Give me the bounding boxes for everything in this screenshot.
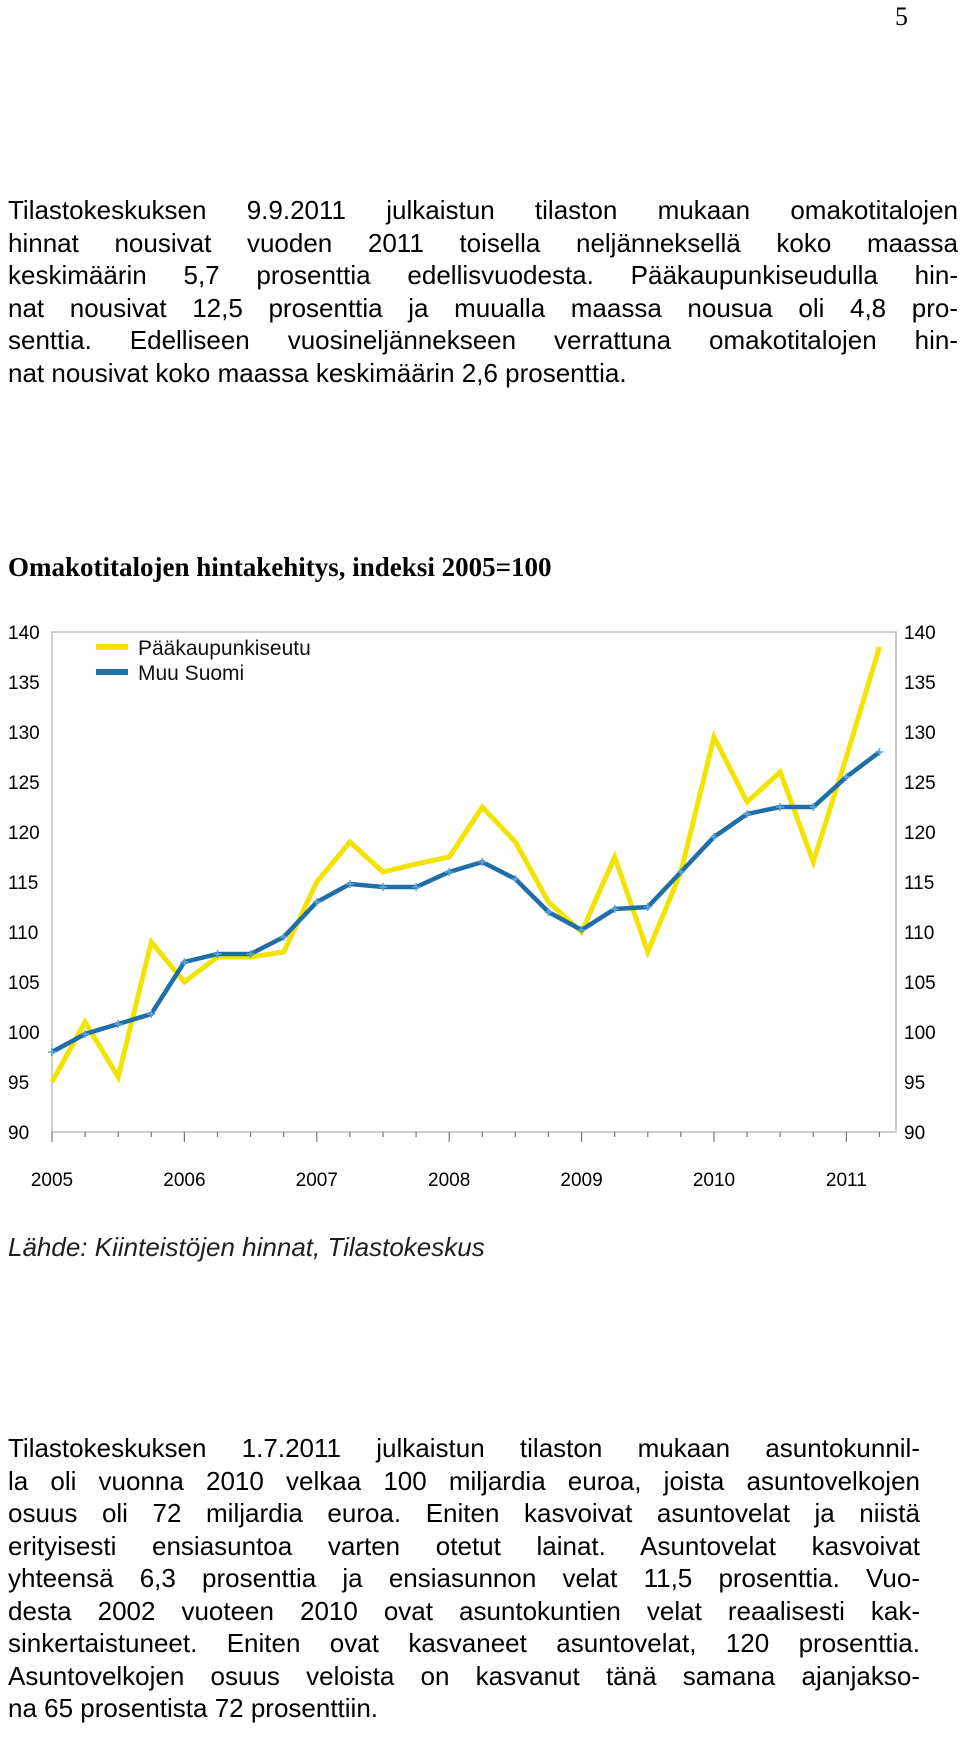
paragraph-line: senttia. Edelliseen vuosineljännekseen v…: [8, 325, 958, 355]
data-point-muu-suomi: [180, 958, 189, 966]
paragraph-line: desta 2002 vuoteen 2010 ovat asuntokunti…: [8, 1595, 920, 1626]
paragraph-line: na 65 prosentista 72 prosenttiin.: [8, 1693, 379, 1723]
y-tick-label-left: 95: [8, 1073, 29, 1094]
y-tick-label-left: 110: [8, 923, 38, 944]
y-tick-label-left: 115: [8, 873, 38, 894]
paragraph-line: la oli vuonna 2010 velkaa 100 miljardia …: [8, 1465, 920, 1496]
series-line-paakaupunkiseutu: [49, 646, 882, 1084]
y-tick-label-right: 100: [904, 1023, 936, 1044]
y-tick-label-right: 90: [904, 1123, 925, 1144]
x-tick-label-2008: 2008: [428, 1170, 470, 1190]
paragraph-line: sinkertaistuneet. Eniten ovat kasvaneet …: [8, 1628, 920, 1658]
y-tick-label-right: 105: [904, 973, 936, 994]
legend-label-paakaupunkiseutu: Pääkaupunkiseutu: [138, 637, 311, 660]
paragraph-line: nat nousivat 12,5 prosenttia ja muualla …: [8, 292, 958, 323]
paragraph-line: keskimäärin 5,7 prosenttia edellisvuodes…: [8, 260, 958, 290]
y-tick-label-right: 110: [904, 923, 934, 944]
data-point-muu-suomi: [577, 926, 586, 934]
plot-area: [51, 631, 897, 1133]
y-tick-label-left: 135: [8, 673, 40, 694]
chart-legend: Pääkaupunkiseutu Muu Suomi: [96, 637, 311, 685]
paragraph-line: Asuntovelkojen osuus veloista on kasvanu…: [8, 1660, 920, 1691]
data-point-muu-suomi: [48, 1048, 56, 1056]
data-point-muu-suomi: [610, 905, 619, 913]
y-tick-label-left: 130: [8, 723, 40, 744]
y-tick-label-right: 95: [904, 1073, 925, 1094]
data-point-muu-suomi: [445, 868, 454, 876]
data-point-muu-suomi: [279, 933, 288, 941]
data-point-muu-suomi: [378, 883, 387, 891]
y-tick-label-right: 120: [904, 823, 936, 844]
data-point-muu-suomi: [743, 810, 752, 818]
data-point-muu-suomi: [643, 903, 652, 911]
series-layer: [48, 646, 884, 1084]
data-point-muu-suomi: [478, 858, 487, 866]
source-note: Lähde: Kiinteistöjen hinnat, Tilastokesk…: [8, 1232, 485, 1262]
x-tick-label-2007: 2007: [296, 1170, 338, 1190]
y-tick-label-left: 120: [8, 823, 40, 844]
y-tick-label-right: 115: [904, 873, 934, 894]
data-point-muu-suomi: [842, 773, 851, 781]
y-tick-label-left: 100: [8, 1023, 40, 1044]
y-tick-label-right: 140: [904, 623, 936, 644]
data-point-muu-suomi: [412, 883, 421, 891]
paragraph-line: hinnat nousivat vuoden 2011 toisella nel…: [8, 227, 958, 258]
y-axis-right: 90 95 100 105 110 115 120 125 130 135 140: [904, 623, 936, 1144]
data-point-muu-suomi: [676, 868, 685, 876]
page-number: 5: [895, 2, 908, 31]
y-tick-label-right: 125: [904, 773, 936, 794]
data-point-muu-suomi: [114, 1020, 123, 1028]
paragraph-line: nat nousivat koko maassa keskimäärin 2,6…: [8, 357, 627, 388]
y-tick-label-left: 105: [8, 973, 40, 994]
y-tick-label-right: 130: [904, 723, 936, 744]
debt-paragraph: Tilastokeskuksen 1.7.2011 julkaistun til…: [8, 1432, 920, 1725]
chart-title: Omakotitalojen hintakehitys, indeksi 200…: [8, 552, 552, 582]
paragraph-line: osuus oli 72 miljardia euroa. Eniten kas…: [8, 1498, 920, 1528]
y-tick-label-right: 135: [904, 673, 936, 694]
paragraph-line: Tilastokeskuksen 9.9.2011 julkaistun til…: [8, 195, 958, 225]
data-point-muu-suomi: [147, 1010, 156, 1018]
data-point-muu-suomi: [709, 833, 718, 841]
series-line-muu-suomi: [50, 750, 881, 1054]
data-point-muu-suomi: [312, 898, 321, 906]
data-point-muu-suomi: [776, 803, 785, 811]
data-point-muu-suomi: [345, 880, 354, 888]
y-tick-label-left: 125: [8, 773, 40, 794]
x-tick-label-2009: 2009: [560, 1170, 602, 1190]
data-point-muu-suomi: [81, 1030, 90, 1038]
x-tick-label-2011: 2011: [826, 1170, 867, 1190]
paragraph-line: erityisesti ensiasuntoa varten otetut la…: [8, 1530, 920, 1561]
y-tick-label-left: 90: [8, 1123, 29, 1144]
x-tick-label-2010: 2010: [693, 1170, 735, 1190]
data-point-muu-suomi: [875, 748, 884, 756]
data-point-muu-suomi: [511, 875, 520, 883]
y-axis-left: 90 95 100 105 110 115 120 125 130 135 140: [8, 623, 40, 1144]
x-tick-label-2005: 2005: [31, 1170, 73, 1190]
intro-paragraph: Tilastokeskuksen 9.9.2011 julkaistun til…: [8, 194, 958, 389]
paragraph-line: Tilastokeskuksen 1.7.2011 julkaistun til…: [8, 1433, 920, 1463]
price-index-chart: 90 95 100 105 110 115 120 125 130 135 140 90 95 100 1…: [8, 623, 936, 1190]
data-point-muu-suomi: [246, 950, 255, 958]
x-tick-label-2006: 2006: [163, 1170, 205, 1190]
paragraph-line: yhteensä 6,3 prosenttia ja ensiasunnon v…: [8, 1563, 920, 1593]
x-axis: 2005 2006 2007 2008 2009 2010 2011: [31, 1132, 881, 1190]
legend-label-muu-suomi: Muu Suomi: [138, 662, 244, 685]
data-point-muu-suomi: [213, 950, 222, 958]
y-tick-label-left: 140: [8, 623, 40, 644]
data-point-muu-suomi: [544, 908, 553, 916]
data-point-muu-suomi: [809, 803, 818, 811]
